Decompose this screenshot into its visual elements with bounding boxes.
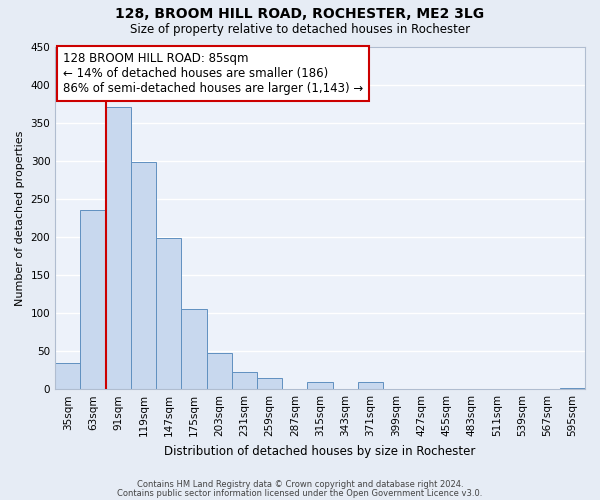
Bar	[181, 309, 206, 389]
Bar	[80, 210, 106, 389]
Text: 128 BROOM HILL ROAD: 85sqm
← 14% of detached houses are smaller (186)
86% of sem: 128 BROOM HILL ROAD: 85sqm ← 14% of deta…	[63, 52, 364, 94]
Bar	[131, 162, 156, 389]
Bar	[257, 378, 282, 389]
Text: 128, BROOM HILL ROAD, ROCHESTER, ME2 3LG: 128, BROOM HILL ROAD, ROCHESTER, ME2 3LG	[115, 8, 485, 22]
Text: Contains HM Land Registry data © Crown copyright and database right 2024.: Contains HM Land Registry data © Crown c…	[137, 480, 463, 489]
Bar	[206, 354, 232, 389]
X-axis label: Distribution of detached houses by size in Rochester: Distribution of detached houses by size …	[164, 444, 476, 458]
Y-axis label: Number of detached properties: Number of detached properties	[15, 130, 25, 306]
Bar	[232, 372, 257, 389]
Text: Contains public sector information licensed under the Open Government Licence v3: Contains public sector information licen…	[118, 488, 482, 498]
Bar	[307, 382, 332, 389]
Text: Size of property relative to detached houses in Rochester: Size of property relative to detached ho…	[130, 22, 470, 36]
Bar	[55, 362, 80, 389]
Bar	[106, 108, 131, 389]
Bar	[560, 388, 585, 389]
Bar	[358, 382, 383, 389]
Bar	[156, 238, 181, 389]
